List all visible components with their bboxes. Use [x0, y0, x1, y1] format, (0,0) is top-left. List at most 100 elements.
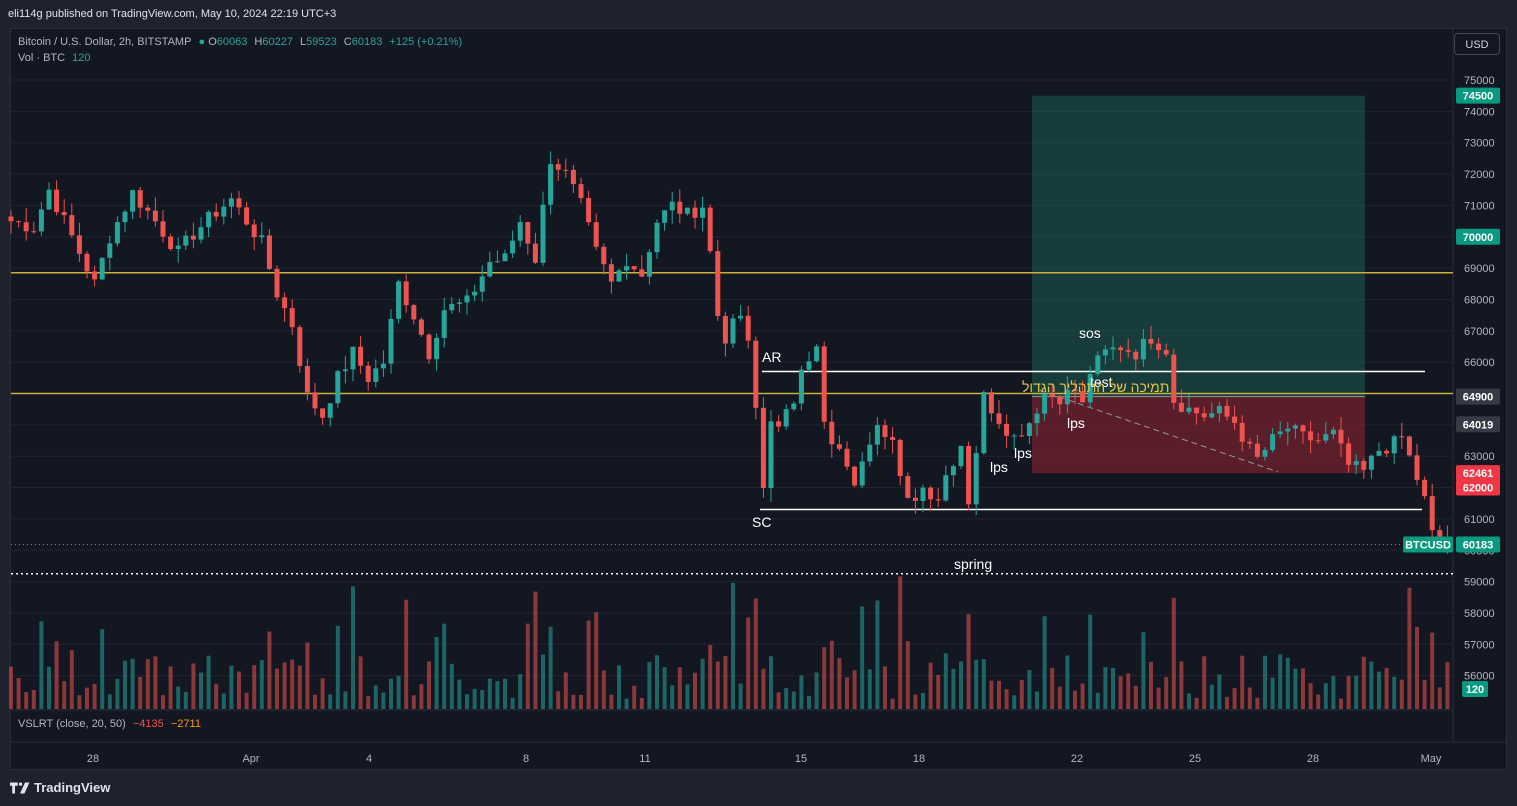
volume-bar [579, 694, 583, 709]
volume-bar [685, 684, 690, 709]
candle-body [137, 190, 143, 208]
volume-bar [1232, 688, 1237, 709]
volume-bar [1285, 657, 1290, 709]
volume-bar [1301, 668, 1305, 709]
volume-bar [389, 678, 393, 709]
volume-bar [145, 659, 150, 709]
candle-body [396, 281, 402, 319]
candle-body [973, 453, 979, 505]
volume-bar [54, 641, 59, 709]
volume-bar [267, 631, 272, 709]
candle-body [1171, 354, 1177, 403]
high-value: 60227 [262, 36, 293, 48]
candle-body [456, 302, 462, 304]
candle-body [1011, 435, 1017, 437]
volume-bar [1240, 655, 1245, 709]
volume-bar [989, 680, 994, 709]
volume-bar [662, 667, 667, 709]
price-tick-label: 68000 [1464, 294, 1495, 306]
candle-body [289, 308, 295, 328]
price-tick-label: 59000 [1464, 577, 1495, 589]
volume-bar [1095, 692, 1100, 709]
volume-bar [396, 675, 401, 709]
candle-body [1368, 455, 1374, 470]
candle-body [570, 169, 576, 185]
volume-bar [77, 695, 82, 709]
volume-bar [822, 647, 827, 709]
volume-bar [761, 668, 766, 709]
volume-bar [632, 685, 637, 709]
volume-bar [1339, 698, 1343, 709]
candle-body [776, 421, 782, 427]
volume-bar [176, 686, 181, 709]
volume-bar [130, 658, 135, 709]
candle-body [920, 487, 926, 501]
volume-bar [373, 685, 378, 709]
volume-bar [617, 665, 621, 709]
candle-body [92, 271, 98, 280]
volume-bar [563, 672, 568, 709]
open-value: 60063 [216, 36, 248, 48]
volume-bar [639, 697, 644, 709]
volume-bar [594, 612, 599, 709]
volume-bar [282, 662, 287, 709]
volume-bar [966, 614, 971, 709]
volume-bar [1118, 676, 1123, 709]
currency-button[interactable]: USD [1454, 33, 1500, 55]
price-badge [1456, 479, 1500, 496]
candle-body [646, 252, 652, 277]
candle-body [1102, 349, 1108, 356]
volume-bar [1225, 696, 1229, 709]
volume-bar [1202, 656, 1207, 709]
volume-bar [943, 653, 948, 709]
volume-bar [723, 656, 728, 709]
profit-zone[interactable] [1032, 95, 1365, 397]
candle-body [692, 207, 698, 218]
candle-body [16, 221, 22, 223]
volume-bar [47, 666, 51, 709]
volume-bar [883, 666, 887, 709]
volume-bar [9, 666, 13, 709]
candle-body [282, 297, 288, 309]
candle-body [1201, 413, 1207, 418]
volume-bar [449, 663, 454, 709]
candle-body [380, 363, 386, 369]
volume-bar [867, 669, 872, 709]
candle-body [84, 253, 90, 272]
price-badge [1456, 416, 1500, 433]
candle-body [783, 409, 789, 427]
volume-bar [69, 650, 74, 709]
volume-bar [1361, 656, 1366, 709]
volume-bar [1027, 670, 1032, 709]
candle-body [1216, 405, 1222, 414]
volume-bar [753, 598, 758, 709]
volume-bar [1126, 673, 1131, 709]
volume-bar [525, 623, 530, 709]
candle-body [8, 216, 14, 222]
candle-body [745, 315, 751, 341]
low-label: L [300, 36, 307, 48]
open-label: O [208, 36, 217, 48]
candle-body [1064, 389, 1070, 405]
volume-bar [138, 676, 143, 709]
volume-bar [609, 694, 614, 709]
sos-label: sos [1079, 325, 1101, 341]
price-tick-label: 58000 [1464, 608, 1495, 620]
volume-bar [677, 667, 682, 709]
volume-bar [875, 600, 880, 709]
time-axis-label: 8 [523, 753, 529, 765]
price-badge-label: 60183 [1463, 540, 1494, 552]
volume-bar [107, 694, 112, 709]
volume-bar [951, 668, 956, 709]
candle-body [342, 369, 348, 372]
volume-bar [411, 695, 416, 709]
volume-bar [153, 656, 158, 709]
candle-body [806, 361, 812, 370]
volume-bar [1004, 689, 1009, 709]
volume-bar [366, 696, 371, 709]
time-axis-label: 22 [1071, 753, 1083, 765]
price-badge [1456, 228, 1500, 245]
price-tick-label: 56000 [1464, 671, 1495, 683]
volume-bar [807, 695, 811, 709]
